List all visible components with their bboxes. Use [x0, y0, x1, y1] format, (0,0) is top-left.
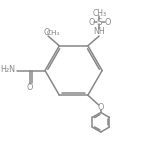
Text: O: O [98, 103, 104, 113]
Text: NH: NH [94, 27, 105, 36]
Text: S: S [97, 18, 102, 27]
Text: O: O [88, 18, 95, 27]
Text: O: O [43, 28, 50, 37]
Text: H₂N: H₂N [1, 65, 16, 74]
Text: CH₃: CH₃ [47, 30, 60, 36]
Text: O: O [27, 82, 33, 92]
Text: CH₃: CH₃ [92, 9, 106, 18]
Text: O: O [104, 18, 110, 27]
